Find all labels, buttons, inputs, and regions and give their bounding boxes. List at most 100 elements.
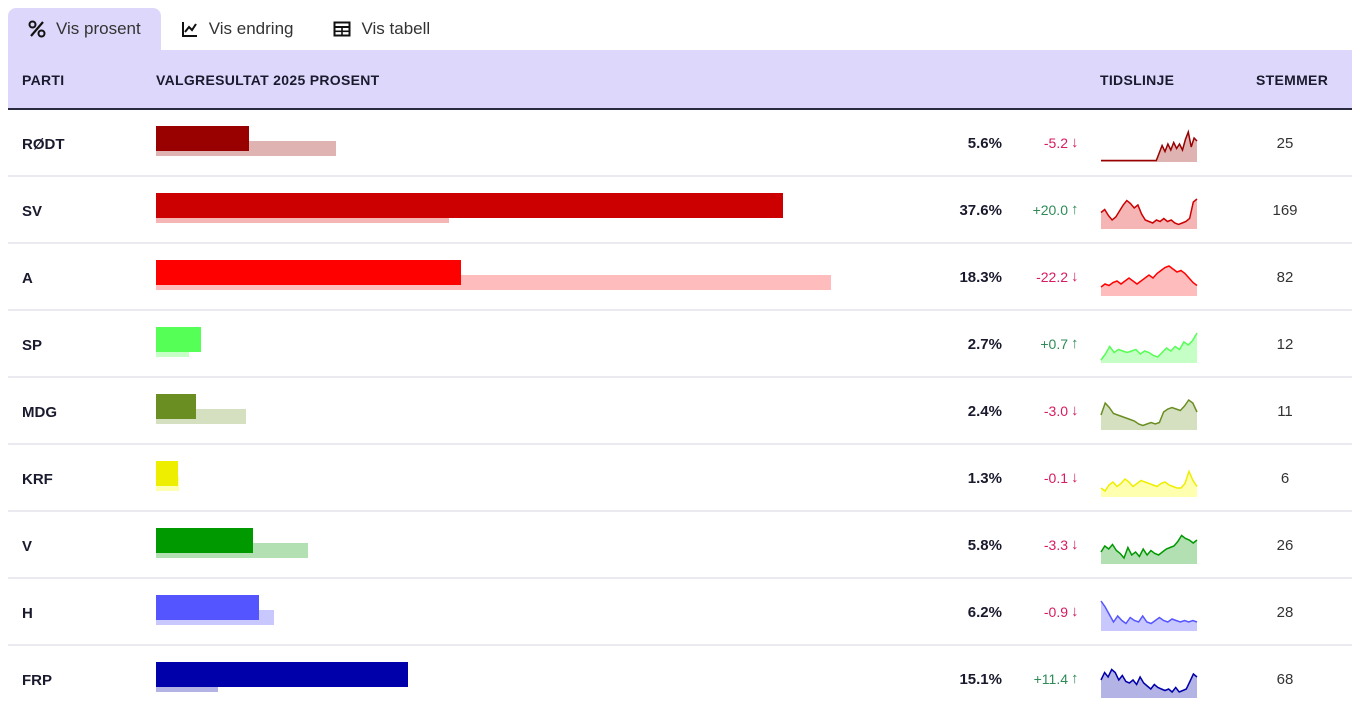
current-result-bar: [156, 394, 196, 419]
result-bars: [156, 595, 876, 631]
party-name: SV: [22, 203, 43, 220]
arrow-down-icon: ↓: [1071, 469, 1079, 486]
current-result-bar: [156, 126, 250, 151]
timeline-sparkline: [1100, 198, 1198, 229]
result-percent: 6.2%: [967, 604, 1002, 621]
header-votes: STEMMER: [1256, 72, 1329, 88]
result-bars: [156, 126, 876, 162]
result-percent: 1.3%: [967, 470, 1002, 487]
current-result-bar: [156, 528, 253, 553]
vote-count: 169: [1272, 202, 1298, 219]
sparkline-line: [1100, 398, 1198, 427]
arrow-up-icon: ↑: [1071, 201, 1079, 218]
timeline-sparkline: [1100, 534, 1198, 564]
table-header: PARTI VALGRESULTAT 2025 PROSENT TIDSLINJ…: [8, 50, 1352, 110]
change-value: -3.0: [1043, 403, 1068, 419]
vote-count: 12: [1276, 336, 1294, 353]
result-percent: 37.6%: [959, 202, 1002, 219]
party-name: H: [22, 605, 33, 622]
table-row: KRF 1.3% -0.1 ↓ 6: [8, 445, 1352, 512]
change-value: -5.2: [1043, 135, 1068, 151]
vote-count: 25: [1276, 135, 1294, 152]
table-body: RØDT 5.6% -5.2 ↓ 25 SV 37.6% +20.0 ↑ 169…: [8, 110, 1352, 713]
result-bars: [156, 394, 876, 430]
vote-count: 11: [1277, 403, 1293, 420]
results-table: PARTI VALGRESULTAT 2025 PROSENT TIDSLINJ…: [8, 50, 1352, 713]
change-value: +0.7: [1040, 336, 1068, 352]
vote-count: 6: [1280, 470, 1290, 487]
result-percent: 15.1%: [959, 671, 1002, 688]
tab-label: Vis tabell: [361, 19, 431, 38]
sparkline-area: [1101, 400, 1197, 430]
party-name: KRF: [22, 471, 53, 488]
current-result-bar: [156, 327, 201, 352]
result-bars: [156, 193, 876, 229]
table-row: FRP 15.1% +11.4 ↑ 68: [8, 646, 1352, 713]
header-party: PARTI: [22, 72, 65, 88]
tab-label: Vis endring: [208, 19, 294, 38]
vote-count: 82: [1276, 269, 1294, 286]
result-bars: [156, 528, 876, 564]
arrow-up-icon: ↑: [1071, 335, 1079, 352]
timeline-sparkline: [1100, 398, 1198, 430]
arrow-up-icon: ↑: [1071, 670, 1079, 687]
result-percent: 5.6%: [967, 135, 1002, 152]
timeline-sparkline: [1100, 668, 1198, 698]
arrow-down-icon: ↓: [1071, 603, 1079, 620]
current-result-bar: [156, 461, 178, 486]
vote-count: 28: [1276, 604, 1294, 621]
change-value: -0.1: [1043, 470, 1068, 486]
table-row: A 18.3% -22.2 ↓ 82: [8, 244, 1352, 311]
header-result: VALGRESULTAT 2025 PROSENT: [156, 72, 380, 88]
table-icon: [333, 20, 351, 38]
tab-vis-prosent[interactable]: Vis prosent: [8, 8, 161, 50]
current-result-bar: [156, 193, 783, 218]
change-value: -3.3: [1043, 537, 1068, 553]
result-percent: 5.8%: [967, 537, 1002, 554]
sparkline-line: [1100, 265, 1198, 288]
sparkline-line: [1100, 198, 1198, 226]
sparkline-area: [1101, 266, 1197, 296]
arrow-down-icon: ↓: [1071, 536, 1079, 553]
arrow-down-icon: ↓: [1071, 402, 1079, 419]
result-bars: [156, 327, 876, 363]
table-row: V 5.8% -3.3 ↓ 26: [8, 512, 1352, 579]
percent-icon: [28, 20, 46, 38]
party-name: V: [22, 538, 33, 555]
line-chart-icon: [181, 20, 199, 38]
change-value: -22.2: [1036, 269, 1068, 285]
sparkline-area: [1101, 199, 1197, 229]
sparkline-line: [1100, 332, 1198, 361]
current-result-bar: [156, 662, 408, 687]
table-row: H 6.2% -0.9 ↓ 28: [8, 579, 1352, 646]
party-name: A: [22, 270, 33, 287]
sparkline-line: [1100, 668, 1198, 694]
change-value: +11.4: [1033, 671, 1068, 687]
timeline-sparkline: [1101, 129, 1198, 162]
sparkline-line: [1101, 129, 1198, 162]
sparkline-line: [1100, 469, 1198, 493]
party-name: MDG: [22, 404, 57, 421]
sparkline-line: [1100, 534, 1198, 560]
result-percent: 2.4%: [967, 403, 1002, 420]
arrow-down-icon: ↓: [1071, 268, 1079, 285]
party-name: RØDT: [22, 136, 65, 153]
timeline-sparkline: [1100, 600, 1198, 631]
table-row: SP 2.7% +0.7 ↑ 12: [8, 311, 1352, 378]
table-row: MDG 2.4% -3.0 ↓ 11: [8, 378, 1352, 445]
result-bars: [156, 260, 876, 296]
timeline-sparkline: [1100, 332, 1198, 363]
current-result-bar: [156, 260, 461, 285]
tab-vis-endring[interactable]: Vis endring: [161, 8, 314, 50]
sparkline-area: [1101, 601, 1197, 631]
table-row: SV 37.6% +20.0 ↑ 169: [8, 177, 1352, 244]
party-name: FRP: [22, 672, 52, 689]
change-value: -0.9: [1043, 604, 1068, 620]
sparkline-area: [1101, 132, 1197, 162]
vote-count: 68: [1276, 671, 1294, 688]
timeline-sparkline: [1100, 469, 1198, 497]
sparkline-area: [1101, 333, 1197, 363]
result-bars: [156, 662, 876, 698]
tab-vis-tabell[interactable]: Vis tabell: [313, 8, 450, 50]
change-value: +20.0: [1032, 202, 1068, 218]
